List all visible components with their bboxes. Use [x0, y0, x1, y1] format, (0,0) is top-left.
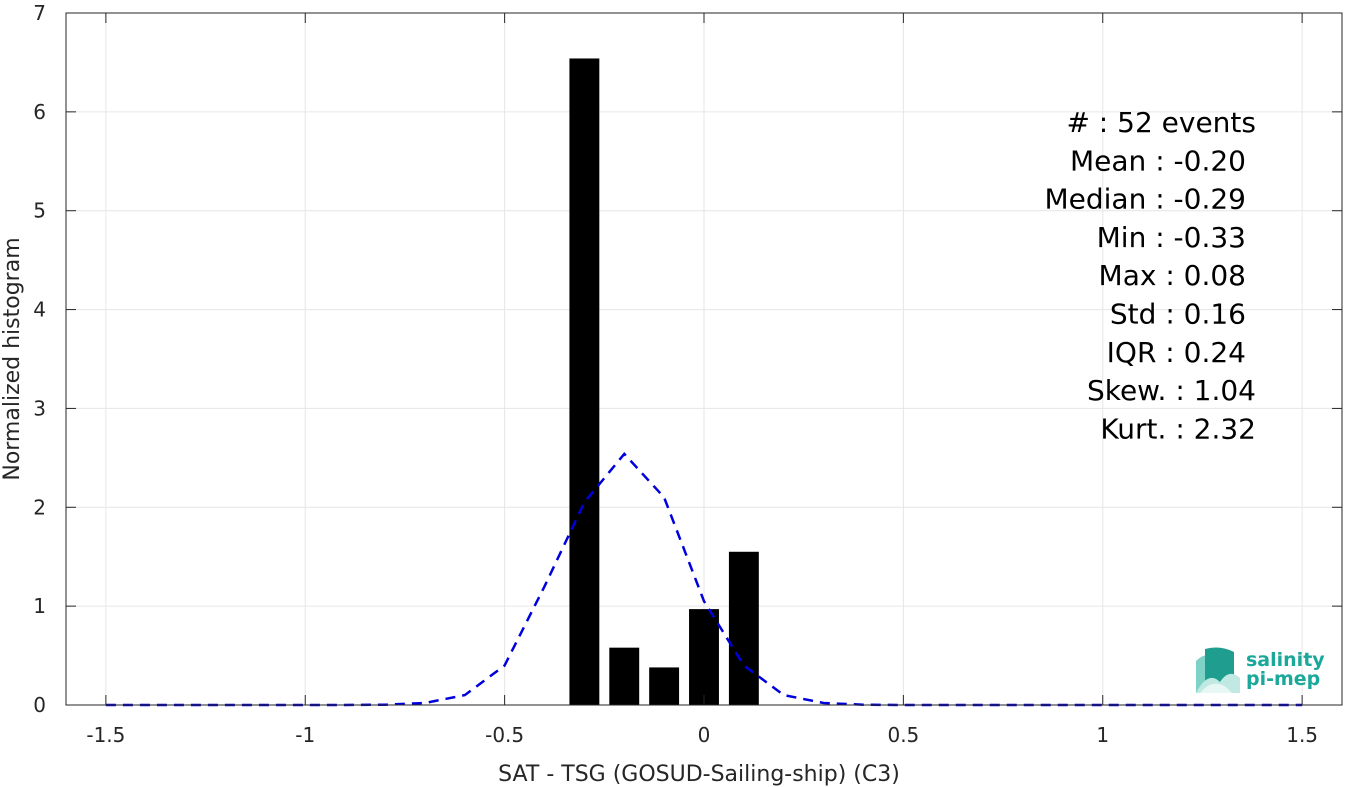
bar-2: [649, 667, 680, 705]
y-axis-ticks: 0 1 2 3 4 5 6 7: [33, 1, 1342, 717]
y-axis-label: Normalized histogram: [0, 237, 25, 480]
x-tick-label-5: 1: [1096, 723, 1109, 747]
stat-line-4: Max : 0.08: [1099, 259, 1246, 292]
stat-line-3: Min : -0.33: [1097, 221, 1246, 254]
stat-line-8: Kurt. : 2.32: [1100, 412, 1256, 445]
bar-3: [689, 609, 719, 705]
stat-line-1: Mean : -0.20: [1070, 144, 1246, 177]
logo-text-pimep: pi-mep: [1246, 668, 1320, 690]
y-tick-label-3: 3: [33, 396, 46, 420]
y-tick-label-5: 5: [33, 199, 46, 223]
y-tick-label-7: 7: [33, 1, 46, 25]
x-tick-label-2: -0.5: [485, 723, 524, 747]
y-tick-label-2: 2: [33, 495, 46, 519]
stat-line-5: Std : 0.16: [1110, 298, 1246, 331]
x-tick-label-4: 0.5: [887, 723, 919, 747]
bar-1: [609, 647, 640, 705]
fit-curve-line: [105, 451, 1303, 707]
stat-line-7: Skew. : 1.04: [1087, 374, 1256, 407]
wave-logo-icon: [1196, 647, 1240, 693]
bar-0: [569, 58, 600, 705]
y-tick-label-4: 4: [33, 298, 46, 322]
x-tick-label-3: 0: [698, 723, 711, 747]
stat-line-0: # : 52 events: [1066, 106, 1256, 139]
x-axis-ticks: -1.5 -1 -0.5 0 0.5 1 1.5: [86, 13, 1318, 747]
bar-4: [728, 551, 759, 705]
logo-text-salinity: salinity: [1246, 649, 1325, 671]
y-tick-label-0: 0: [33, 693, 46, 717]
y-tick-label-1: 1: [33, 594, 46, 618]
stat-line-6: IQR : 0.24: [1107, 336, 1246, 369]
stats-box: # : 52 events Mean : -0.20 Median : -0.29 M…: [1044, 106, 1256, 445]
stat-line-2: Median : -0.29: [1044, 183, 1246, 216]
y-tick-label-6: 6: [33, 100, 46, 124]
salinity-pimep-logo: salinity pi-mep: [1196, 647, 1325, 693]
x-tick-label-1: -1: [295, 723, 315, 747]
fit-curve-series: [105, 451, 1303, 707]
x-tick-label-0: -1.5: [86, 723, 125, 747]
x-tick-label-6: 1.5: [1286, 723, 1318, 747]
bar-series: [569, 58, 759, 705]
x-axis-label: SAT - TSG (GOSUD-Sailing-ship) (C3): [498, 762, 900, 787]
